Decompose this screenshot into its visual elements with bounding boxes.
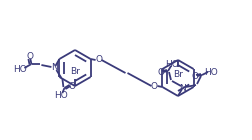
Text: HO: HO: [14, 65, 27, 74]
Text: O: O: [151, 81, 158, 90]
Text: HO: HO: [54, 92, 68, 101]
Text: N: N: [51, 62, 58, 72]
Text: O: O: [69, 81, 76, 90]
Text: Br: Br: [70, 67, 80, 76]
Text: O: O: [27, 52, 34, 60]
Text: O: O: [192, 72, 199, 80]
Text: N: N: [180, 83, 186, 93]
Text: HO: HO: [204, 67, 218, 76]
Text: HO: HO: [165, 60, 179, 68]
Text: O: O: [95, 55, 102, 65]
Text: O: O: [158, 67, 165, 76]
Text: Br: Br: [173, 70, 183, 79]
